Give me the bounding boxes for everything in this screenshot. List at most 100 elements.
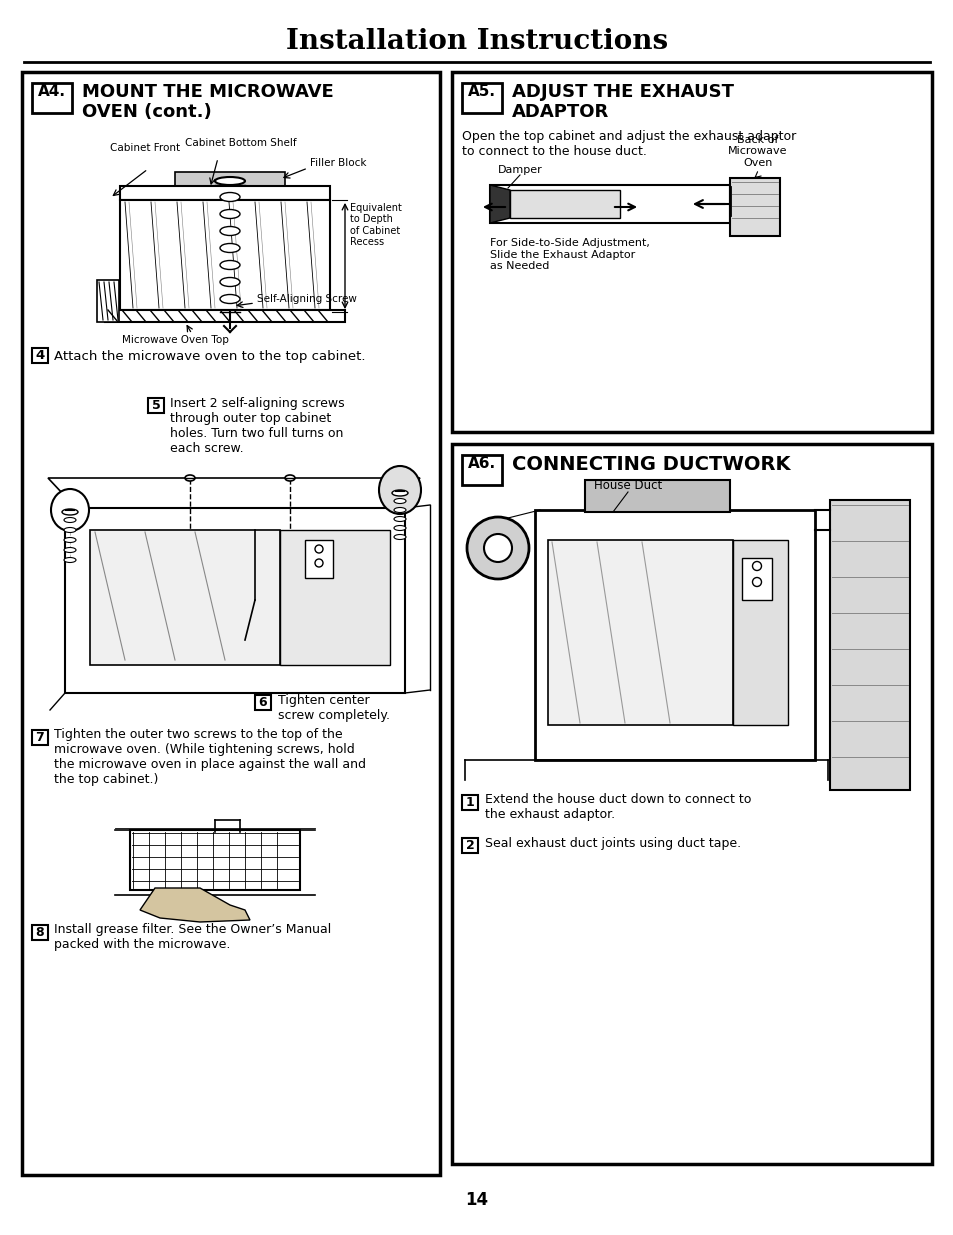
Ellipse shape [220, 210, 240, 219]
Text: 6: 6 [258, 697, 267, 709]
Polygon shape [48, 478, 419, 510]
FancyBboxPatch shape [741, 558, 771, 600]
Text: A5.: A5. [468, 84, 496, 99]
Text: Extend the house duct down to connect to
the exhaust adaptor.: Extend the house duct down to connect to… [484, 793, 751, 821]
Ellipse shape [220, 243, 240, 252]
Ellipse shape [752, 578, 760, 587]
Text: ADAPTOR: ADAPTOR [512, 103, 609, 121]
Ellipse shape [752, 562, 760, 571]
Text: Damper: Damper [497, 165, 542, 175]
Text: Installation Instructions: Installation Instructions [286, 28, 667, 56]
Text: Insert 2 self-aligning screws
through outer top cabinet
holes. Turn two full tur: Insert 2 self-aligning screws through ou… [170, 396, 344, 454]
FancyBboxPatch shape [120, 200, 330, 310]
Text: Attach the microwave oven to the top cabinet.: Attach the microwave oven to the top cab… [54, 350, 365, 363]
Text: Self-Aligning Screw: Self-Aligning Screw [256, 294, 356, 304]
Text: 7: 7 [35, 731, 45, 743]
FancyBboxPatch shape [547, 540, 732, 725]
Ellipse shape [394, 526, 406, 531]
Ellipse shape [220, 193, 240, 201]
FancyBboxPatch shape [120, 186, 330, 200]
FancyBboxPatch shape [130, 830, 299, 890]
Ellipse shape [394, 499, 406, 504]
Text: 5: 5 [152, 399, 160, 412]
Text: House Duct: House Duct [594, 479, 661, 492]
FancyBboxPatch shape [490, 185, 729, 224]
Text: A4.: A4. [38, 84, 66, 99]
FancyBboxPatch shape [452, 445, 931, 1165]
Text: CONNECTING DUCTWORK: CONNECTING DUCTWORK [512, 454, 790, 474]
FancyBboxPatch shape [254, 695, 271, 710]
FancyBboxPatch shape [461, 83, 501, 112]
Text: Microwave Oven Top: Microwave Oven Top [121, 335, 228, 345]
Text: Equivalent
to Depth
of Cabinet
Recess: Equivalent to Depth of Cabinet Recess [350, 203, 401, 247]
Text: Tighten center
screw completely.: Tighten center screw completely. [277, 694, 390, 722]
FancyBboxPatch shape [829, 500, 909, 790]
FancyBboxPatch shape [461, 795, 477, 810]
Text: Back of
Microwave
Oven: Back of Microwave Oven [727, 135, 787, 168]
Ellipse shape [220, 278, 240, 287]
Text: Cabinet Front: Cabinet Front [110, 143, 180, 153]
FancyBboxPatch shape [305, 540, 333, 578]
Ellipse shape [483, 534, 512, 562]
FancyBboxPatch shape [65, 508, 405, 693]
FancyBboxPatch shape [729, 178, 780, 236]
FancyBboxPatch shape [90, 530, 280, 664]
FancyBboxPatch shape [105, 310, 345, 322]
FancyBboxPatch shape [461, 839, 477, 853]
FancyBboxPatch shape [32, 83, 71, 112]
Ellipse shape [378, 466, 420, 514]
Text: For Side-to-Side Adjustment,
Slide the Exhaust Adaptor
as Needed: For Side-to-Side Adjustment, Slide the E… [490, 238, 649, 272]
FancyBboxPatch shape [280, 530, 390, 664]
Polygon shape [490, 185, 510, 224]
FancyBboxPatch shape [32, 730, 48, 745]
Ellipse shape [394, 508, 406, 513]
FancyBboxPatch shape [452, 72, 931, 432]
Text: Cabinet Bottom Shelf: Cabinet Bottom Shelf [185, 138, 296, 148]
FancyBboxPatch shape [32, 348, 48, 363]
Text: ADJUST THE EXHAUST: ADJUST THE EXHAUST [512, 83, 733, 101]
Ellipse shape [220, 261, 240, 269]
Ellipse shape [467, 517, 529, 579]
FancyBboxPatch shape [174, 172, 285, 186]
Ellipse shape [62, 509, 78, 515]
Ellipse shape [394, 535, 406, 540]
Ellipse shape [285, 475, 294, 480]
Ellipse shape [185, 475, 194, 480]
FancyBboxPatch shape [461, 454, 501, 485]
Text: A6.: A6. [468, 456, 496, 471]
Ellipse shape [64, 557, 76, 562]
Text: 4: 4 [35, 350, 45, 362]
Ellipse shape [394, 516, 406, 521]
Text: Tighten the outer two screws to the top of the
microwave oven. (While tightening: Tighten the outer two screws to the top … [54, 727, 366, 785]
Text: 14: 14 [465, 1191, 488, 1209]
Text: 2: 2 [465, 839, 474, 852]
Ellipse shape [220, 226, 240, 236]
Ellipse shape [64, 527, 76, 532]
Ellipse shape [314, 559, 323, 567]
FancyBboxPatch shape [22, 72, 439, 1174]
Text: Seal exhaust duct joints using duct tape.: Seal exhaust duct joints using duct tape… [484, 837, 740, 851]
Ellipse shape [214, 177, 245, 185]
FancyBboxPatch shape [732, 540, 787, 725]
Text: 1: 1 [465, 797, 474, 809]
Text: Filler Block: Filler Block [310, 158, 366, 168]
Ellipse shape [220, 294, 240, 304]
Ellipse shape [314, 545, 323, 553]
Text: MOUNT THE MICROWAVE: MOUNT THE MICROWAVE [82, 83, 334, 101]
Text: Open the top cabinet and adjust the exhaust adaptor
to connect to the house duct: Open the top cabinet and adjust the exha… [461, 130, 796, 158]
FancyBboxPatch shape [148, 398, 164, 412]
Ellipse shape [51, 489, 89, 531]
FancyBboxPatch shape [510, 190, 619, 219]
Text: Install grease filter. See the Owner’s Manual
packed with the microwave.: Install grease filter. See the Owner’s M… [54, 923, 331, 951]
Ellipse shape [64, 517, 76, 522]
FancyBboxPatch shape [535, 510, 814, 760]
Text: OVEN (cont.): OVEN (cont.) [82, 103, 212, 121]
Ellipse shape [392, 490, 408, 496]
Polygon shape [140, 888, 250, 923]
Text: 8: 8 [35, 926, 44, 939]
FancyBboxPatch shape [584, 480, 729, 513]
FancyBboxPatch shape [97, 280, 119, 322]
Ellipse shape [64, 537, 76, 542]
Ellipse shape [64, 547, 76, 552]
FancyBboxPatch shape [32, 925, 48, 940]
